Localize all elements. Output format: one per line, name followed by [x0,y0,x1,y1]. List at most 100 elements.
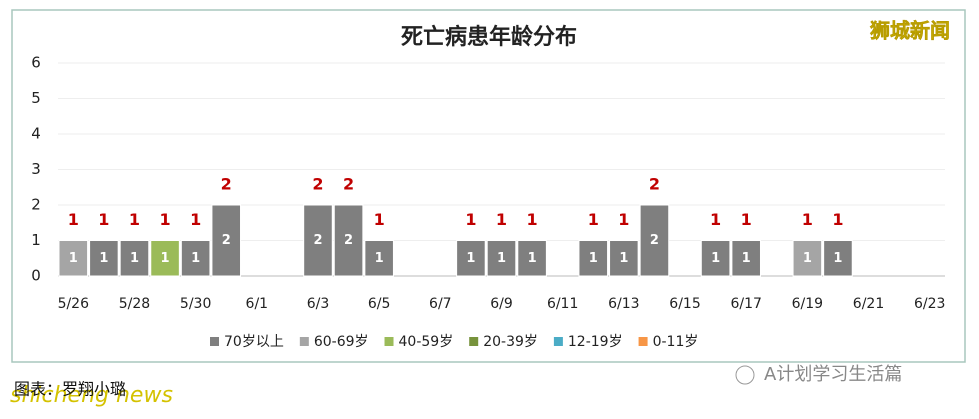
segment-label: 1 [191,251,200,266]
segment-label: 1 [161,251,170,266]
segment-label: 2 [313,233,322,248]
x-tick-label: 6/1 [246,296,269,312]
bar-segment [823,240,853,277]
bar-segment [792,240,823,277]
segment-label: 1 [742,251,751,266]
total-label: 1 [190,210,201,229]
legend-swatch [469,337,479,346]
total-label: 1 [374,210,385,229]
bar-segment [731,240,761,277]
total-label: 1 [98,210,109,229]
segment-label: 1 [619,251,628,266]
bar-segment [486,240,517,277]
legend-label: 0-11岁 [653,334,699,350]
bar-segment [517,240,547,277]
total-label: 2 [649,175,660,194]
x-tick-label: 6/3 [307,296,330,312]
bar-segment [333,204,364,277]
x-tick-label: 5/28 [119,296,150,312]
total-label: 1 [588,210,599,229]
credit: 图表：罗翔小璐 [14,380,126,399]
bar-segment [119,240,150,277]
segment-label: 1 [69,251,78,266]
y-tick-label: 6 [31,54,41,72]
bar-segment [578,240,609,277]
bar-segment [456,240,486,277]
y-tick-label: 0 [31,267,41,285]
total-label: 1 [832,210,843,229]
x-tick-label: 6/5 [368,296,391,312]
legend-swatch [384,337,394,346]
legend-label: 70岁以上 [224,334,284,350]
bar-segment [211,204,242,277]
bar-segment [89,240,119,277]
legend-swatch [553,337,563,346]
bar-segment [639,204,670,277]
total-label: 1 [129,210,140,229]
x-tick-label: 6/9 [490,296,513,312]
watermark: shicheng news [10,383,173,408]
x-tick-label: 6/23 [914,296,945,312]
bar-segment [700,240,731,277]
segment-label: 2 [344,233,353,248]
bar-segment [364,240,394,277]
bar-segment [180,240,211,277]
total-label: 1 [802,210,813,229]
total-label: 1 [465,210,476,229]
chart-title: 死亡病患年龄分布 [401,24,577,50]
account-name: A计划学习生活篇 [764,364,902,385]
y-tick-label: 5 [31,89,41,107]
total-label: 1 [618,210,629,229]
segment-label: 1 [803,251,812,266]
x-tick-label: 5/26 [58,296,90,312]
total-label: 2 [343,175,354,194]
x-tick-label: 6/11 [547,296,578,312]
segment-label: 1 [497,251,506,266]
total-label: 1 [159,210,170,229]
y-tick-label: 3 [31,160,41,178]
segment-label: 2 [222,233,231,248]
wechat-icon [735,365,755,385]
bar-segment [303,204,333,277]
y-tick-label: 1 [31,231,41,249]
legend-label: 12-19岁 [568,334,623,350]
segment-label: 1 [711,251,720,266]
total-label: 1 [496,210,507,229]
total-label: 1 [527,210,538,229]
y-tick-label: 2 [31,196,41,214]
watermark: 狮城新闻 [870,19,950,43]
bar-segment [58,240,89,277]
bar-segment [150,240,180,277]
total-label: 2 [312,175,323,194]
segment-label: 1 [130,251,139,266]
legend-swatch [299,337,309,346]
y-tick-label: 4 [31,125,41,143]
total-label: 1 [710,210,721,229]
segment-label: 1 [589,251,598,266]
segment-label: 1 [528,251,537,266]
segment-label: 2 [650,233,659,248]
legend-label: 40-59岁 [399,334,454,350]
legend-swatch [638,337,648,346]
bar-segment [609,240,639,277]
segment-label: 1 [833,251,842,266]
x-tick-label: 6/17 [730,296,761,312]
chart-frame [11,9,966,363]
segment-label: 1 [99,251,108,266]
legend-label: 20-39岁 [483,334,538,350]
total-label: 1 [741,210,752,229]
x-tick-label: 6/7 [429,296,452,312]
x-tick-label: 6/19 [792,296,823,312]
total-label: 1 [68,210,79,229]
x-tick-label: 5/30 [180,296,211,312]
segment-label: 1 [466,251,475,266]
x-tick-label: 6/15 [669,296,700,312]
segment-label: 1 [375,251,384,266]
total-label: 2 [221,175,232,194]
legend-swatch [210,337,219,346]
legend-label: 60-69岁 [314,334,369,350]
x-tick-label: 6/13 [608,296,639,312]
x-tick-label: 6/21 [853,296,884,312]
